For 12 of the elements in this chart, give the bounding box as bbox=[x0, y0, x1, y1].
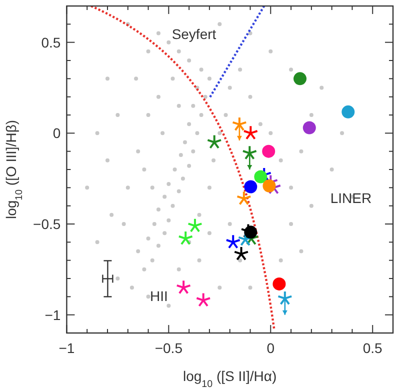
x-tick-label: 0.5 bbox=[362, 340, 383, 356]
y-tick-label: −1 bbox=[44, 306, 61, 323]
y-tick-label: −0.5 bbox=[33, 216, 61, 232]
annotation: LINER bbox=[330, 190, 372, 206]
x-axis-title: log$_{10}$ ([S II]/Hα) bbox=[183, 368, 277, 389]
x-tick-label: 0 bbox=[266, 340, 275, 356]
annotation: Seyfert bbox=[172, 26, 216, 42]
annotation: HII bbox=[150, 288, 168, 304]
y-tick-label: 0 bbox=[52, 125, 61, 142]
x-tick-label: −1 bbox=[58, 340, 75, 356]
y-tick-label: 0.5 bbox=[41, 34, 61, 50]
x-tick-label: −0.5 bbox=[154, 340, 183, 356]
